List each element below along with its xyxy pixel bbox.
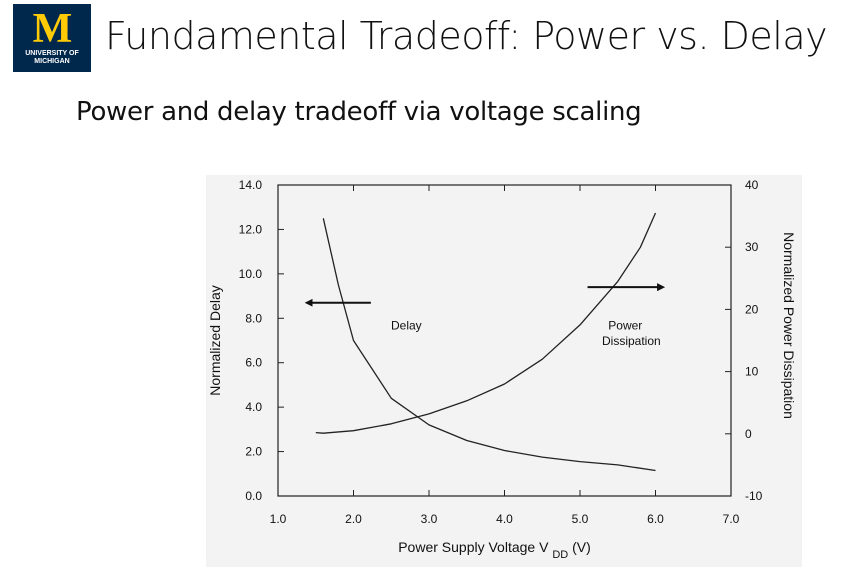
y-tick-label: 14.0 — [239, 178, 263, 192]
power-dissipation-line — [315, 212, 657, 434]
y2-tick-label: 0 — [745, 427, 752, 441]
logo-letter: M — [32, 6, 73, 52]
delay-annotation-label: Delay — [391, 318, 422, 332]
x-tick-label: 5.0 — [572, 512, 589, 526]
y2-tick-label: -10 — [745, 489, 763, 503]
y-tick-label: 2.0 — [245, 445, 262, 459]
x-tick-label: 4.0 — [496, 512, 513, 526]
logo-line2: MICHIGAN — [34, 58, 70, 65]
y2-tick-label: 20 — [745, 302, 759, 316]
power-delay-chart: 1.0 2.0 3.0 4.0 5.0 6.0 7.0 0.0 2.0 4.0 6.0 8.0 10.0… — [207, 178, 797, 561]
x-tick-label: 3.0 — [421, 512, 438, 526]
power-annotation-label: Power — [608, 318, 642, 332]
x-tick-label: 2.0 — [345, 512, 362, 526]
logo-line1: UNIVERSITY OF — [25, 50, 79, 57]
y2-axis-label: Normalized Power Dissipation — [781, 232, 797, 419]
x-tick-label: 6.0 — [647, 512, 664, 526]
slide-subtitle: Power and delay tradeoff via voltage sca… — [76, 97, 642, 127]
x-axis-label: Power Supply Voltage V DD (V) — [398, 539, 591, 561]
power-annotation-label-line2: Dissipation — [602, 334, 661, 348]
y-tick-label: 0.0 — [245, 489, 262, 503]
delay-line — [322, 218, 656, 472]
y-axis-label: Normalized Delay — [207, 285, 223, 395]
x-tick-label: 7.0 — [723, 512, 740, 526]
y2-tick-label: 10 — [745, 365, 759, 379]
y-tick-label: 4.0 — [245, 400, 262, 414]
y-tick-label: 8.0 — [245, 311, 262, 325]
y2-tick-label: 30 — [745, 240, 759, 254]
y-tick-label: 12.0 — [239, 222, 263, 236]
university-logo: M UNIVERSITY OF MICHIGAN — [13, 4, 91, 72]
y-tick-label: 10.0 — [239, 267, 263, 281]
plot-frame — [277, 184, 732, 497]
slide-title: Fundamental Tradeoff: Power vs. Delay — [105, 14, 828, 58]
chart-container: 1.0 2.0 3.0 4.0 5.0 6.0 7.0 0.0 2.0 4.0 6.0 8.0 10.0… — [206, 175, 802, 567]
y-tick-label: 6.0 — [245, 356, 262, 370]
y2-tick-label: 40 — [745, 178, 759, 192]
x-tick-label: 1.0 — [270, 512, 287, 526]
